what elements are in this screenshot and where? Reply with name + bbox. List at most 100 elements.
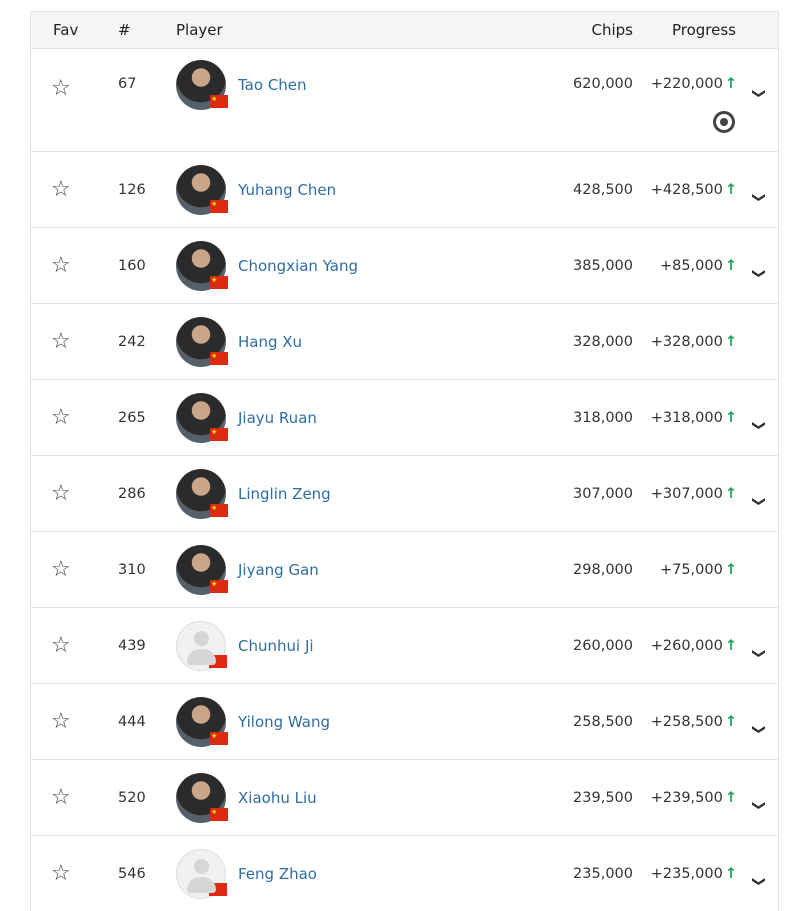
player-cell: ★ Jiayu Ruan [176, 392, 513, 443]
fav-cell: ☆ [31, 76, 101, 101]
fav-cell: ☆ [31, 253, 101, 278]
player-number: 242 [118, 333, 146, 350]
fav-cell: ☆ [31, 709, 101, 734]
chevron-down-icon[interactable]: ❯ [751, 419, 767, 431]
player-name-link[interactable]: Jiyang Gan [238, 560, 319, 579]
star-icon[interactable]: ☆ [51, 633, 71, 658]
chevron-down-icon[interactable]: ❯ [751, 88, 767, 99]
player-cell: ★ Yilong Wang [176, 696, 513, 747]
chevron-down-icon[interactable]: ❯ [751, 647, 767, 659]
avatar: ★ [176, 468, 228, 519]
star-icon[interactable]: ☆ [51, 861, 71, 886]
china-flag-icon: ★ [210, 95, 228, 108]
fav-cell: ☆ [31, 861, 101, 886]
chevron-down-icon[interactable]: ❯ [751, 267, 767, 279]
star-icon[interactable]: ☆ [51, 405, 71, 430]
chevron-down-icon[interactable]: ❯ [751, 875, 767, 887]
table-row: ☆ 265 ★ Jiayu Ruan 318,000 +318,000 ↑ ❯ [31, 379, 778, 455]
header-number: # [118, 21, 131, 39]
table-header: Fav # Player Chips Progress [31, 12, 778, 48]
player-cell: ★ Tao Chen [176, 60, 513, 110]
china-flag-icon: ★ [210, 731, 228, 745]
star-icon[interactable]: ☆ [51, 481, 71, 506]
player-name-link[interactable]: Chongxian Yang [238, 256, 359, 275]
table-row: ☆ 520 ★ Xiaohu Liu 239,500 +239,500 ↑ ❯ [31, 759, 778, 835]
china-flag-icon: ★ [210, 503, 228, 517]
chips-value: 385,000 [573, 257, 633, 274]
star-icon[interactable]: ☆ [51, 709, 71, 734]
player-name-link[interactable]: Hang Xu [238, 332, 303, 351]
china-flag-icon: ★ [210, 275, 228, 289]
star-icon[interactable]: ☆ [51, 177, 71, 202]
fav-cell: ☆ [31, 329, 101, 354]
progress-value: +258,500 [650, 713, 723, 730]
player-name-link[interactable]: Chunhui Ji [238, 636, 314, 655]
chips-value: 307,000 [573, 485, 633, 502]
player-name-link[interactable]: Xiaohu Liu [238, 788, 317, 807]
arrow-up-icon: ↑ [724, 637, 737, 654]
arrow-up-icon: ↑ [724, 76, 737, 92]
avatar: ★ [176, 392, 228, 443]
china-flag-icon: ★ [210, 199, 228, 213]
star-icon[interactable]: ☆ [51, 557, 71, 582]
table-row: ☆ 444 ★ Yilong Wang 258,500 +258,500 ↑ ❯ [31, 683, 778, 759]
avatar: ★ [176, 240, 228, 291]
progress-cell: +75,000 ↑ [633, 562, 778, 578]
chips-value: 298,000 [573, 561, 633, 578]
arrow-up-icon: ↑ [724, 333, 737, 350]
progress-cell: +307,000 ↑ [633, 486, 778, 502]
chevron-down-icon[interactable]: ❯ [751, 191, 767, 203]
player-name-link[interactable]: Jiayu Ruan [238, 408, 317, 427]
progress-value: +85,000 [659, 257, 723, 274]
player-number: 265 [118, 409, 146, 426]
fav-cell: ☆ [31, 785, 101, 810]
chevron-down-icon[interactable]: ❯ [751, 799, 767, 811]
table-row: ☆ 286 ★ Linglin Zeng 307,000 +307,000 ↑ ❯ [31, 455, 778, 531]
chips-value: 260,000 [573, 637, 633, 654]
player-number: 520 [118, 789, 146, 806]
arrow-up-icon: ↑ [724, 181, 737, 198]
progress-value: +328,000 [650, 333, 723, 350]
table-row: ☆ 126 ★ Yuhang Chen 428,500 +428,500 ↑ ❯ [31, 151, 778, 227]
star-icon[interactable]: ☆ [51, 785, 71, 810]
player-name-link[interactable]: Linglin Zeng [238, 484, 331, 503]
chevron-down-icon[interactable]: ❯ [751, 495, 767, 507]
progress-value: +235,000 [650, 865, 723, 882]
player-name-link[interactable]: Yuhang Chen [238, 180, 337, 199]
progress-value: +75,000 [659, 561, 723, 578]
star-icon[interactable]: ☆ [51, 253, 71, 278]
header-player: Player [176, 21, 223, 39]
progress-value: +428,500 [650, 181, 723, 198]
fav-cell: ☆ [31, 557, 101, 582]
avatar: ★ [176, 316, 228, 367]
progress-cell: +428,500 ↑ [633, 182, 778, 198]
china-flag-icon: ★ [210, 351, 228, 365]
player-cell: ★ Linglin Zeng [176, 468, 513, 519]
progress-value: +307,000 [650, 485, 723, 502]
player-number: 444 [118, 713, 146, 730]
progress-value: +220,000 [650, 76, 723, 92]
star-icon[interactable]: ☆ [51, 76, 71, 101]
header-fav: Fav [53, 21, 79, 39]
star-icon[interactable]: ☆ [51, 329, 71, 354]
progress-cell: +85,000 ↑ [633, 258, 778, 274]
chevron-down-icon[interactable]: ❯ [751, 723, 767, 735]
player-name-link[interactable]: Yilong Wang [238, 712, 331, 731]
player-cell: ★ Chongxian Yang [176, 240, 513, 291]
progress-value: +260,000 [650, 637, 723, 654]
player-number: 126 [118, 181, 146, 198]
player-name-link[interactable]: Tao Chen [238, 76, 307, 94]
chips-value: 318,000 [573, 409, 633, 426]
chips-value: 235,000 [573, 865, 633, 882]
avatar: ★ [176, 696, 228, 747]
sync-icon[interactable] [713, 111, 735, 133]
fav-cell: ☆ [31, 405, 101, 430]
progress-cell: +220,000 ↑ [633, 76, 778, 92]
header-chips: Chips [591, 21, 633, 39]
table-row: ☆ 439 ★ Chunhui Ji 260,000 +260,000 ↑ ❯ [31, 607, 778, 683]
player-name-link[interactable]: Feng Zhao [238, 864, 317, 883]
chips-value: 239,500 [573, 789, 633, 806]
player-cell: ★ Hang Xu [176, 316, 513, 367]
chips-value: 620,000 [573, 76, 633, 92]
table-row: ☆ 546 ★ Feng Zhao 235,000 +235,000 ↑ ❯ [31, 835, 778, 911]
